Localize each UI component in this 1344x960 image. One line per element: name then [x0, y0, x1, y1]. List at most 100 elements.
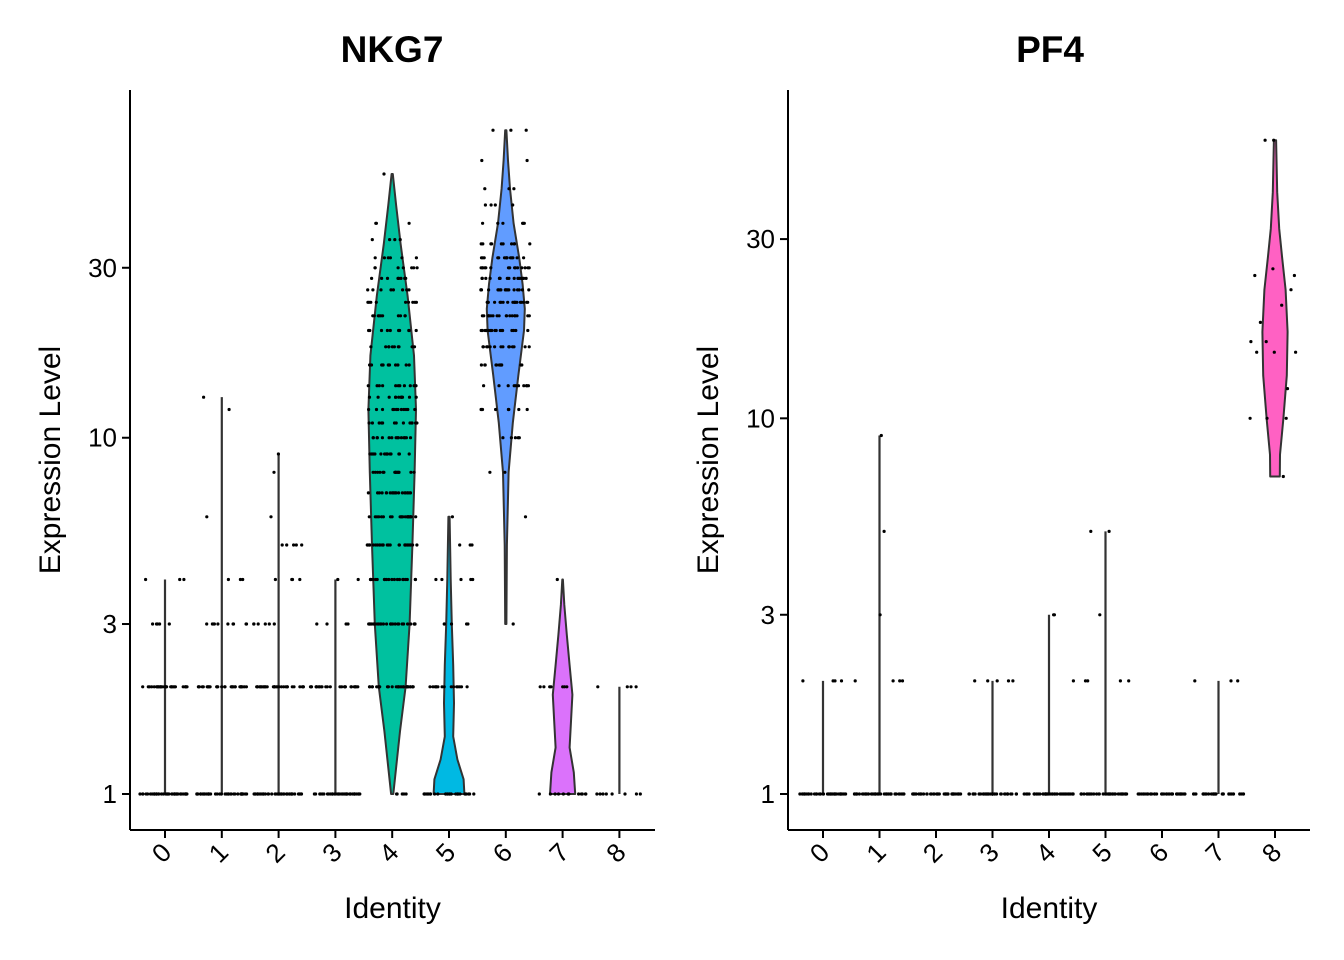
data-point: [1107, 792, 1111, 796]
data-point: [1263, 138, 1267, 142]
data-point: [1280, 303, 1284, 307]
data-point: [373, 256, 377, 260]
data-point: [279, 792, 283, 796]
data-point: [634, 685, 638, 689]
data-point: [396, 314, 400, 318]
data-point: [404, 792, 408, 796]
data-point: [263, 622, 267, 626]
data-point: [201, 685, 205, 689]
data-point: [353, 685, 357, 689]
data-point: [809, 792, 813, 796]
data-point: [381, 515, 385, 519]
data-point: [888, 792, 893, 796]
data-point: [197, 685, 201, 689]
data-point: [219, 792, 223, 796]
data-point: [215, 685, 219, 689]
data-point: [284, 685, 288, 689]
data-point: [497, 384, 501, 388]
data-point: [553, 792, 557, 796]
data-point: [488, 470, 492, 474]
data-point: [1086, 679, 1090, 683]
data-point: [372, 622, 376, 626]
data-point: [1006, 679, 1011, 683]
data-point: [995, 792, 999, 796]
data-point: [385, 328, 389, 333]
data-point: [959, 792, 963, 796]
data-point: [807, 792, 811, 796]
data-point: [504, 256, 508, 260]
data-point: [520, 363, 524, 367]
data-point: [488, 276, 492, 280]
data-point: [397, 577, 402, 582]
data-point: [465, 622, 469, 626]
data-point: [370, 276, 374, 280]
x-tick-label: 0: [146, 837, 177, 868]
data-point: [366, 384, 370, 388]
data-point: [604, 792, 608, 796]
data-point: [527, 288, 531, 292]
data-point: [1207, 792, 1211, 796]
y-axis-label: Expression Level: [34, 346, 67, 574]
data-point: [400, 491, 404, 495]
data-point: [1033, 792, 1037, 796]
data-point: [481, 221, 485, 225]
data-point: [1062, 792, 1066, 796]
data-point: [263, 792, 267, 796]
data-point: [1141, 792, 1145, 796]
data-point: [373, 452, 377, 456]
data-point: [387, 436, 391, 440]
data-point: [390, 436, 394, 440]
x-tick-label: 2: [917, 837, 948, 868]
violin-cluster-5: [432, 515, 466, 795]
data-point: [562, 685, 567, 689]
data-point: [154, 622, 159, 626]
data-point: [481, 242, 485, 246]
data-point: [210, 622, 214, 626]
data-point: [472, 792, 476, 796]
data-point: [932, 792, 936, 796]
data-point: [513, 314, 517, 318]
data-point: [182, 577, 186, 582]
data-point: [516, 436, 520, 440]
data-point: [371, 470, 375, 474]
data-point: [511, 328, 516, 333]
data-point: [325, 792, 330, 796]
data-point: [516, 266, 520, 270]
data-point: [389, 288, 393, 292]
data-point: [501, 328, 505, 333]
data-point: [1204, 792, 1208, 796]
data-point: [405, 685, 409, 689]
data-point: [207, 792, 211, 796]
x-tick-label: 1: [203, 837, 234, 868]
y-tick-label: 10: [746, 403, 775, 433]
data-point: [415, 543, 419, 547]
y-tick-label: 30: [88, 253, 117, 283]
data-point: [288, 792, 292, 796]
data-point: [929, 792, 933, 796]
data-point: [374, 407, 379, 412]
data-point: [1095, 792, 1099, 796]
data-point: [392, 345, 396, 349]
data-point: [1047, 792, 1051, 796]
data-point: [377, 491, 381, 495]
data-point: [517, 288, 521, 292]
data-point: [390, 491, 394, 495]
data-point: [925, 792, 929, 796]
data-point: [408, 491, 413, 495]
data-point: [415, 266, 419, 270]
data-point: [855, 792, 859, 796]
data-point: [202, 395, 206, 399]
data-point: [369, 577, 373, 582]
data-point: [238, 577, 242, 582]
data-point: [270, 792, 274, 796]
data-point: [399, 436, 403, 440]
data-point: [1092, 792, 1096, 796]
data-point: [407, 328, 411, 333]
data-point: [516, 276, 520, 280]
data-point: [548, 792, 553, 796]
data-point: [513, 300, 517, 304]
data-point: [384, 491, 388, 495]
data-point: [488, 345, 492, 349]
